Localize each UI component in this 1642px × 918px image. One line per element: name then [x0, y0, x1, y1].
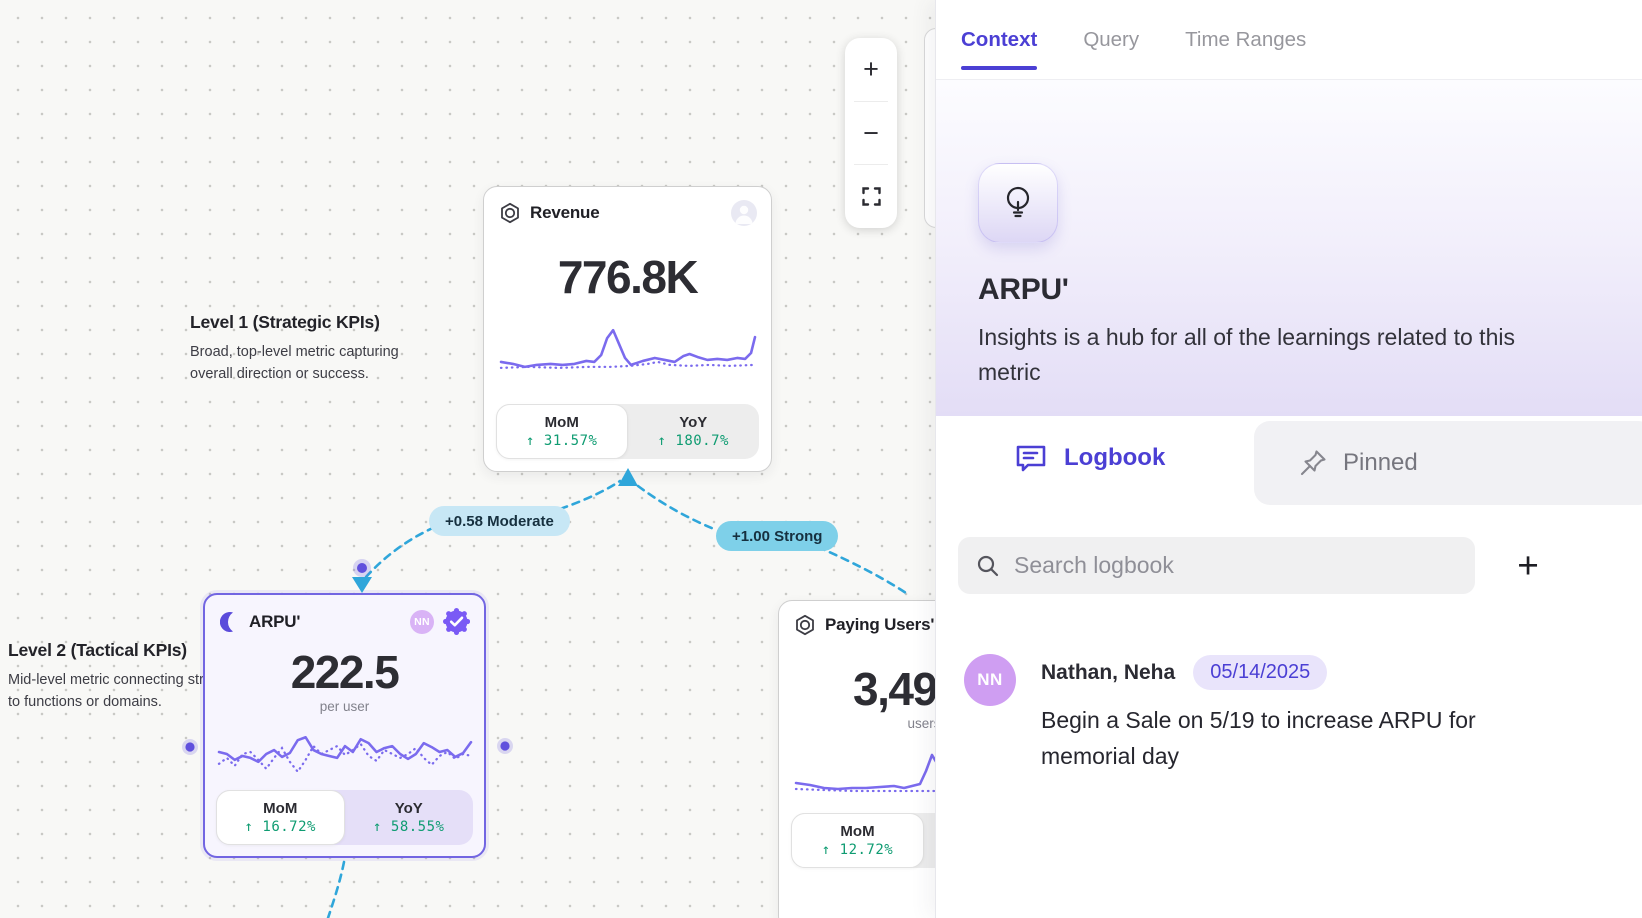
metric-value: 222.5 — [290, 646, 400, 698]
logbook-entry[interactable]: NN Nathan, Neha 05/14/2025 Begin a Sale … — [936, 648, 1642, 808]
details-panel: Context Query Time Ranges ARPU' Insights… — [935, 0, 1642, 918]
divider — [854, 100, 888, 102]
node-title: Revenue — [530, 203, 600, 222]
level-1-title: Level 1 (Strategic KPIs) — [190, 312, 380, 332]
level-2-annotation: Level 2 (Tactical KPIs) Mid-level metric… — [8, 640, 240, 714]
yoy-stat[interactable]: YoY ↑ 180.7% — [628, 404, 760, 459]
mom-label: MoM — [544, 414, 579, 431]
entry-author: Nathan, Neha — [1041, 660, 1176, 684]
search-input[interactable] — [1014, 552, 1434, 579]
logbook-comment-icon — [1016, 445, 1046, 472]
hexagon-metric-icon — [796, 614, 814, 636]
metric-value: 3,49 — [853, 663, 938, 715]
sparkline-chart — [499, 328, 756, 370]
lightbulb-icon — [1006, 186, 1030, 218]
yoy-stat[interactable]: YoY ↑ 58.55% — [345, 790, 474, 845]
entry-body: Nathan, Neha 05/14/2025 Begin a Sale on … — [1041, 655, 1521, 774]
tab-pinned-label: Pinned — [1343, 449, 1418, 476]
node-title: Paying Users' — [825, 615, 935, 634]
tab-query[interactable]: Query — [1083, 27, 1140, 51]
tab-pinned[interactable]: Pinned — [1254, 421, 1642, 505]
metric-node-arpu[interactable]: ARPU' NN 222.5 per user — [203, 593, 486, 858]
logbook-search-row: + — [936, 537, 1642, 594]
entry-message: Begin a Sale on 5/19 to increase ARPU fo… — [1041, 707, 1476, 769]
metric-node-revenue[interactable]: Revenue 776.8K MoM ↑ 31.57% YoY — [483, 186, 772, 472]
node-stats: MoM ↑ 31.57% YoY ↑ 180.7% — [496, 404, 759, 459]
author-avatar: NN — [964, 654, 1016, 706]
tab-logbook[interactable]: Logbook — [1015, 416, 1165, 500]
edge-arrowhead-down — [352, 577, 372, 593]
mom-stat[interactable]: MoM ↑ 31.57% — [496, 404, 628, 459]
level-2-description: Mid-level metric connecting strategy to … — [8, 672, 240, 710]
yoy-label: YoY — [679, 414, 708, 431]
node-title: ARPU' — [249, 611, 301, 631]
level-2-title: Level 2 (Tactical KPIs) — [8, 640, 187, 660]
zoom-in-button[interactable]: + — [845, 38, 897, 101]
search-icon — [977, 555, 999, 576]
yoy-value: ↑ 58.55% — [373, 819, 445, 835]
yoy-label: YoY — [394, 800, 423, 817]
mom-stat[interactable]: MoM ↑ 16.72% — [216, 790, 345, 845]
metric-unit: users — [907, 716, 941, 731]
mom-value: ↑ 31.57% — [526, 433, 598, 449]
level-1-description: Broad, top-level metric capturing overal… — [190, 344, 399, 382]
fit-view-button[interactable] — [845, 165, 897, 228]
crescent-metric-icon — [220, 611, 233, 632]
correlation-label-strong[interactable]: +1.00 Strong — [716, 521, 839, 551]
correlation-label-moderate[interactable]: +0.58 Moderate — [429, 506, 570, 536]
mom-stat[interactable]: MoM ↑ 12.72% — [791, 813, 924, 868]
collaborator-avatar: NN — [410, 609, 434, 634]
divider — [854, 164, 888, 166]
metric-value: 776.8K — [557, 251, 699, 303]
mom-label: MoM — [263, 800, 298, 817]
fullscreen-icon — [861, 187, 881, 206]
tab-time-ranges[interactable]: Time Ranges — [1185, 27, 1307, 51]
verified-badge-icon — [443, 608, 470, 635]
metric-unit: per user — [319, 699, 370, 714]
mom-value: ↑ 16.72% — [244, 819, 316, 835]
correlation-label-text: +0.58 Moderate — [445, 512, 554, 530]
mom-value: ↑ 12.72% — [821, 842, 894, 858]
canvas-zoom-toolbar: + − — [845, 38, 897, 228]
metric-name-heading: ARPU' — [978, 273, 1069, 306]
entry-date-badge: 05/14/2025 — [1193, 655, 1328, 690]
tab-context[interactable]: Context — [961, 0, 1038, 79]
metric-description: Insights is a hub for all of the learnin… — [978, 324, 1515, 385]
pin-icon — [1300, 450, 1326, 476]
owner-avatar-icon — [731, 200, 757, 226]
mom-label: MoM — [840, 823, 875, 840]
level-1-annotation: Level 1 (Strategic KPIs) Broad, top-leve… — [190, 312, 430, 386]
sparkline-chart — [217, 735, 472, 774]
hexagon-metric-icon — [501, 202, 519, 224]
tab-logbook-label: Logbook — [1064, 444, 1166, 471]
insights-tile — [978, 163, 1058, 243]
correlation-label-text: +1.00 Strong — [732, 527, 823, 545]
yoy-value: ↑ 180.7% — [657, 433, 729, 449]
logbook-search-box[interactable] — [958, 537, 1475, 594]
add-log-entry-button[interactable]: + — [1504, 539, 1552, 592]
metric-hero: ARPU' Insights is a hub for all of the l… — [936, 80, 1642, 416]
node-stats: MoM ↑ 16.72% YoY ↑ 58.55% — [216, 790, 473, 845]
logbook-tab-bar: Pinned Logbook — [936, 416, 1642, 506]
zoom-out-button[interactable]: − — [845, 102, 897, 165]
panel-tab-bar: Context Query Time Ranges — [936, 0, 1642, 80]
